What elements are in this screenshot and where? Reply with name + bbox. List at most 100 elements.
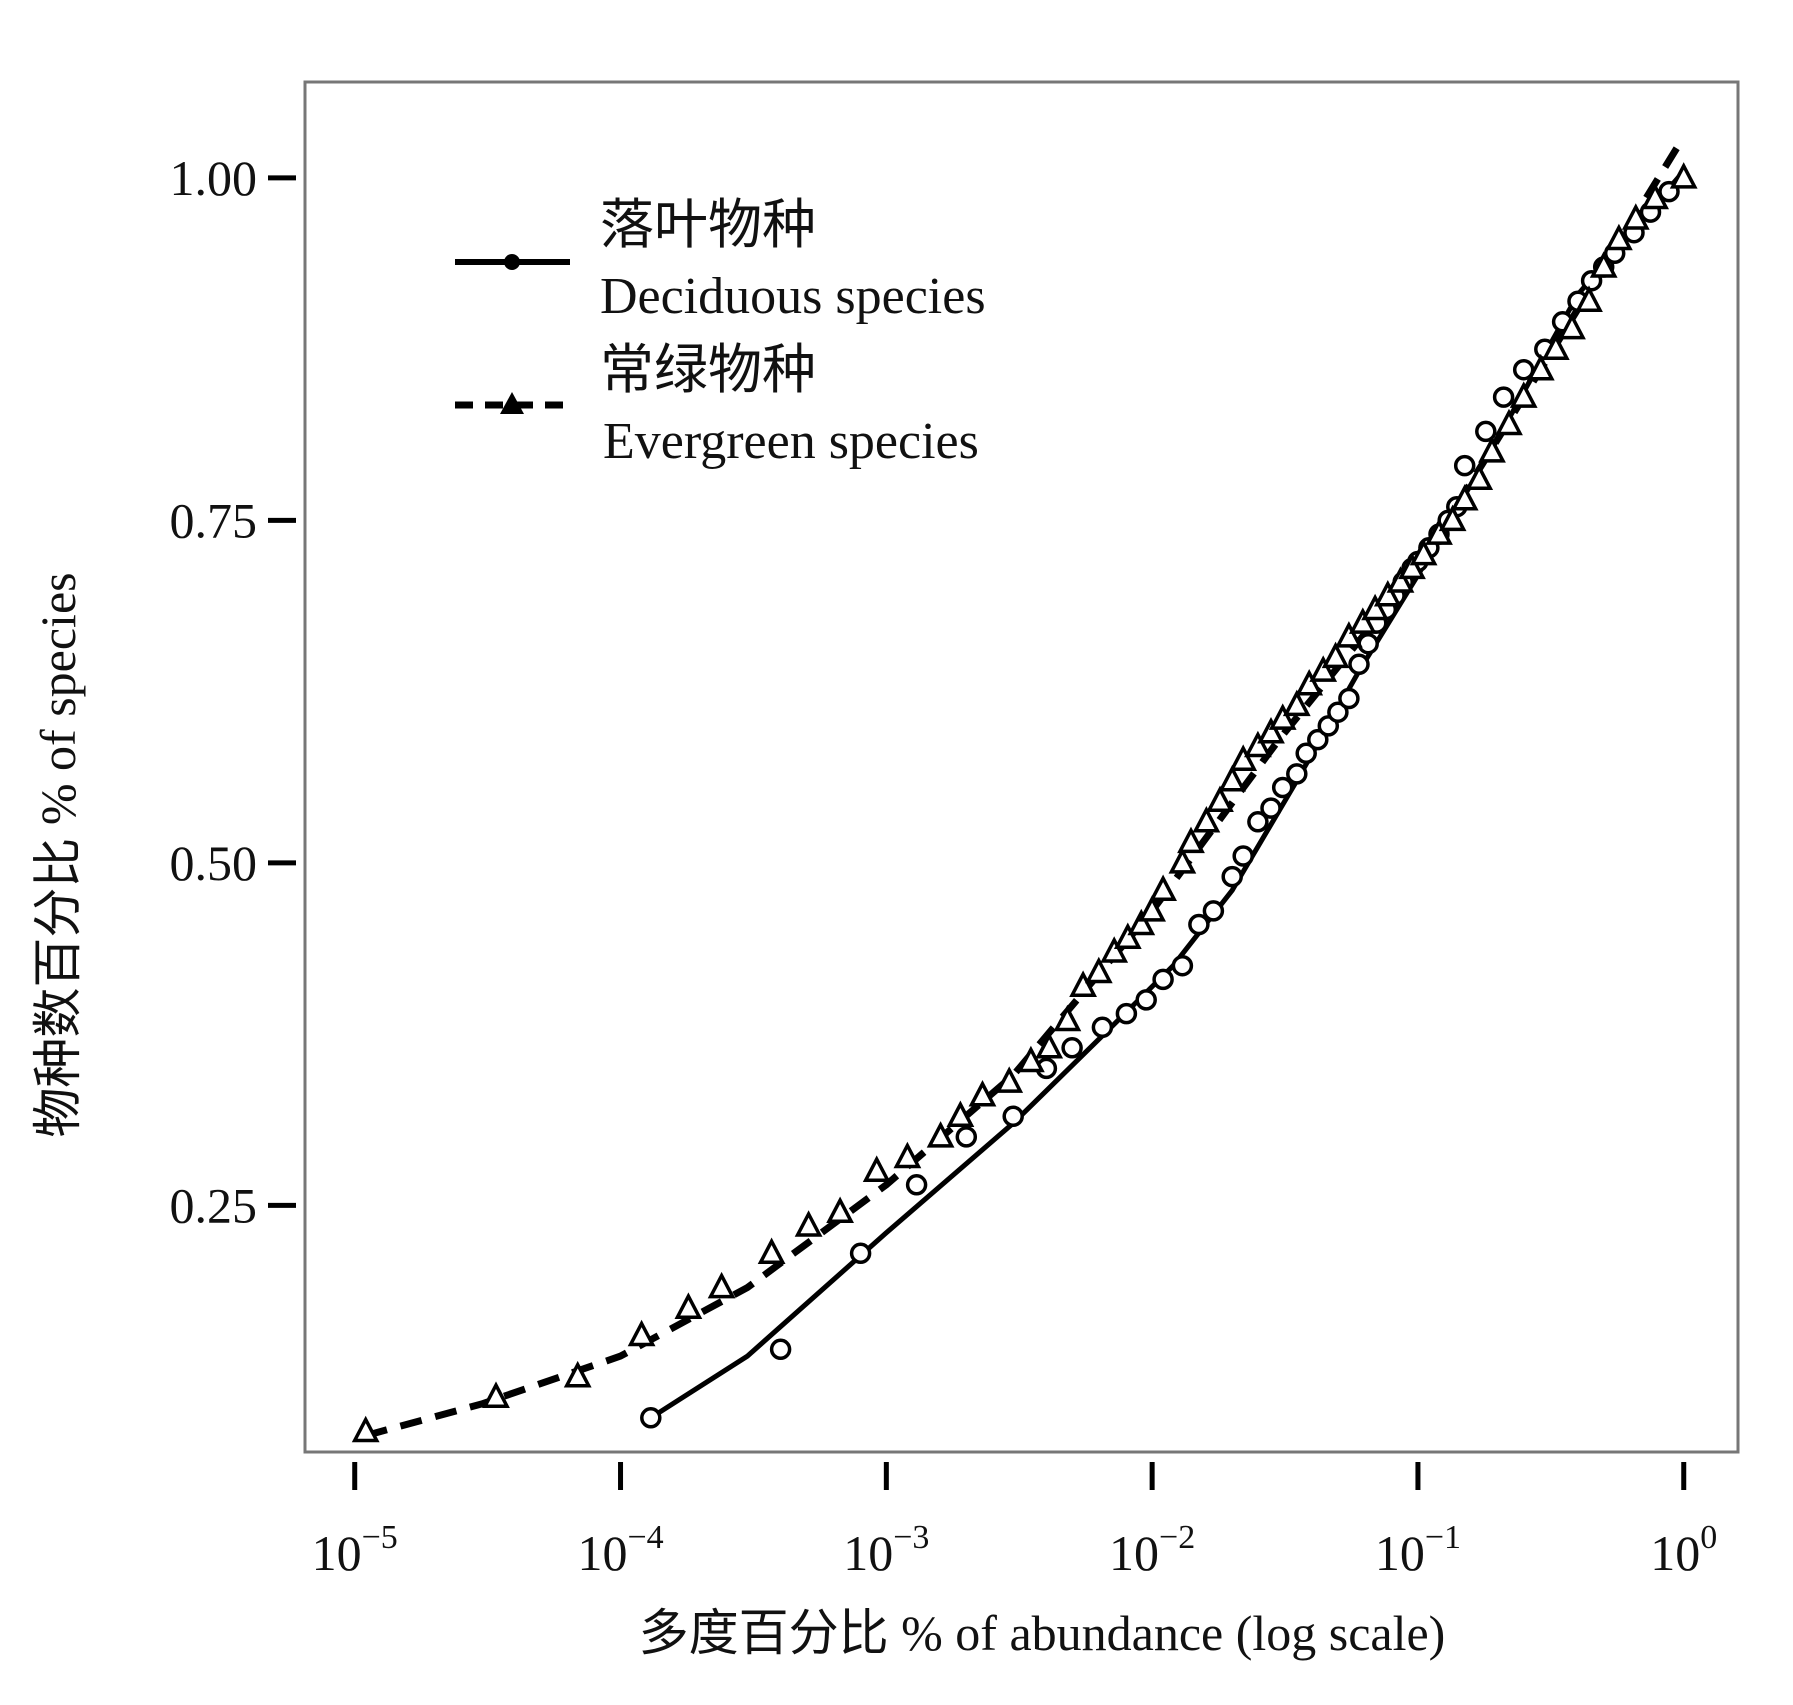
deciduous-point bbox=[1232, 845, 1254, 867]
deciduous-point bbox=[1271, 776, 1294, 799]
data-points bbox=[351, 162, 1698, 1443]
evergreen-point bbox=[1398, 552, 1426, 580]
y-axis: 0.25 0.50 0.75 1.00 bbox=[170, 150, 296, 1233]
y-tick-label: 0.50 bbox=[170, 835, 258, 891]
evergreen-point bbox=[1113, 922, 1142, 950]
evergreen-point bbox=[1138, 895, 1166, 922]
legend-deciduous-marker bbox=[504, 254, 520, 270]
deciduous-point bbox=[1348, 653, 1370, 676]
evergreen-point bbox=[757, 1237, 786, 1265]
evergreen-point bbox=[1084, 956, 1113, 984]
evergreen-point bbox=[1409, 538, 1438, 566]
evergreen-point bbox=[1268, 703, 1297, 730]
evergreen-point bbox=[1509, 381, 1538, 408]
evergreen-point bbox=[1669, 162, 1698, 189]
evergreen-point bbox=[893, 1141, 922, 1169]
deciduous-point bbox=[1152, 968, 1174, 991]
evergreen-point bbox=[1206, 785, 1234, 813]
evergreen-point bbox=[1478, 436, 1506, 463]
fit-lines bbox=[364, 134, 1687, 1439]
evergreen-point bbox=[995, 1066, 1024, 1093]
deciduous-point bbox=[1260, 797, 1282, 819]
evergreen-point bbox=[1335, 621, 1363, 648]
evergreen-point bbox=[482, 1381, 510, 1408]
deciduous-point bbox=[1171, 954, 1194, 977]
deciduous-point bbox=[1295, 742, 1317, 765]
evergreen-point bbox=[707, 1271, 736, 1299]
x-tick-label: 100 bbox=[1650, 1519, 1717, 1581]
deciduous-point bbox=[1061, 1037, 1083, 1059]
evergreen-point bbox=[862, 1155, 891, 1182]
evergreen-point bbox=[1605, 223, 1633, 251]
x-tick-label-base: 10 bbox=[312, 1525, 362, 1581]
x-tick-label-base: 10 bbox=[577, 1525, 627, 1581]
deciduous-point bbox=[955, 1126, 978, 1148]
evergreen-point bbox=[1526, 353, 1555, 381]
deciduous-point bbox=[849, 1242, 872, 1265]
evergreen-point bbox=[1321, 641, 1350, 669]
deciduous-point bbox=[1091, 1016, 1114, 1039]
evergreen-point bbox=[1168, 847, 1197, 874]
legend-evergreen-label-cn: 常绿物种 bbox=[600, 340, 816, 400]
evergreen-point bbox=[968, 1080, 997, 1107]
evergreen-point bbox=[1229, 744, 1258, 771]
evergreen-point bbox=[946, 1100, 975, 1128]
x-tick-label-base: 10 bbox=[1109, 1525, 1159, 1581]
x-tick-label-exponent: −1 bbox=[1425, 1519, 1461, 1556]
evergreen-point bbox=[1309, 655, 1338, 682]
x-tick-label: 10−4 bbox=[577, 1519, 663, 1581]
evergreen-point bbox=[1621, 203, 1650, 230]
deciduous-point bbox=[1221, 865, 1243, 888]
deciduous-point bbox=[1453, 454, 1476, 477]
evergreen-point bbox=[1386, 566, 1415, 593]
deciduous-point bbox=[1338, 687, 1360, 710]
evergreen-point bbox=[1177, 826, 1205, 854]
evergreen-point bbox=[1450, 484, 1479, 511]
x-tick-label-exponent: −5 bbox=[362, 1519, 398, 1556]
deciduous-point bbox=[1307, 728, 1329, 751]
deciduous-point bbox=[1115, 1002, 1138, 1025]
x-tick-label-exponent: 0 bbox=[1700, 1519, 1717, 1556]
evergreen-point bbox=[1069, 970, 1097, 997]
deciduous-point bbox=[1286, 763, 1308, 785]
evergreen-point bbox=[1017, 1045, 1045, 1073]
x-tick-label: 10−5 bbox=[312, 1519, 398, 1581]
evergreen-point bbox=[1053, 1004, 1082, 1032]
deciduous-point bbox=[1135, 989, 1157, 1011]
evergreen-fit-line bbox=[364, 134, 1687, 1439]
evergreen-point bbox=[826, 1196, 854, 1224]
x-tick-label: 10−3 bbox=[843, 1519, 929, 1581]
evergreen-point bbox=[1438, 504, 1467, 532]
evergreen-point bbox=[627, 1319, 656, 1347]
legend-evergreen-marker bbox=[500, 392, 524, 414]
evergreen-point bbox=[674, 1292, 703, 1319]
evergreen-point bbox=[1589, 251, 1618, 278]
evergreen-point bbox=[1127, 908, 1156, 936]
y-axis-title: 物种数百分比 % of species bbox=[30, 572, 86, 1137]
x-tick-label-base: 10 bbox=[1375, 1525, 1425, 1581]
x-axis-title: 多度百分比 % of abundance (log scale) bbox=[639, 1605, 1446, 1661]
legend-deciduous-label-en: Deciduous species bbox=[600, 268, 986, 325]
x-tick-label: 10−2 bbox=[1109, 1519, 1195, 1581]
deciduous-point bbox=[769, 1338, 792, 1361]
legend-evergreen-label-en: Evergreen species bbox=[603, 413, 979, 470]
deciduous-point bbox=[1247, 811, 1269, 833]
x-tick-label-exponent: −4 bbox=[627, 1519, 663, 1556]
evergreen-point bbox=[1218, 764, 1247, 792]
x-tick-label-exponent: −2 bbox=[1159, 1519, 1195, 1556]
evergreen-point bbox=[1149, 874, 1177, 902]
evergreen-point bbox=[1465, 463, 1494, 491]
evergreen-point bbox=[1495, 408, 1523, 436]
evergreen-point bbox=[563, 1360, 592, 1388]
x-tick-label: 10−1 bbox=[1375, 1519, 1461, 1581]
evergreen-point bbox=[1192, 806, 1221, 833]
evergreen-point bbox=[1035, 1032, 1064, 1059]
evergreen-point bbox=[1100, 936, 1129, 963]
x-tick-label-exponent: −3 bbox=[893, 1519, 929, 1556]
y-tick-label: 1.00 bbox=[170, 150, 258, 206]
evergreen-point bbox=[1361, 593, 1389, 621]
evergreen-point bbox=[794, 1210, 823, 1237]
deciduous-point bbox=[1327, 701, 1349, 723]
evergreen-point bbox=[1257, 717, 1285, 744]
